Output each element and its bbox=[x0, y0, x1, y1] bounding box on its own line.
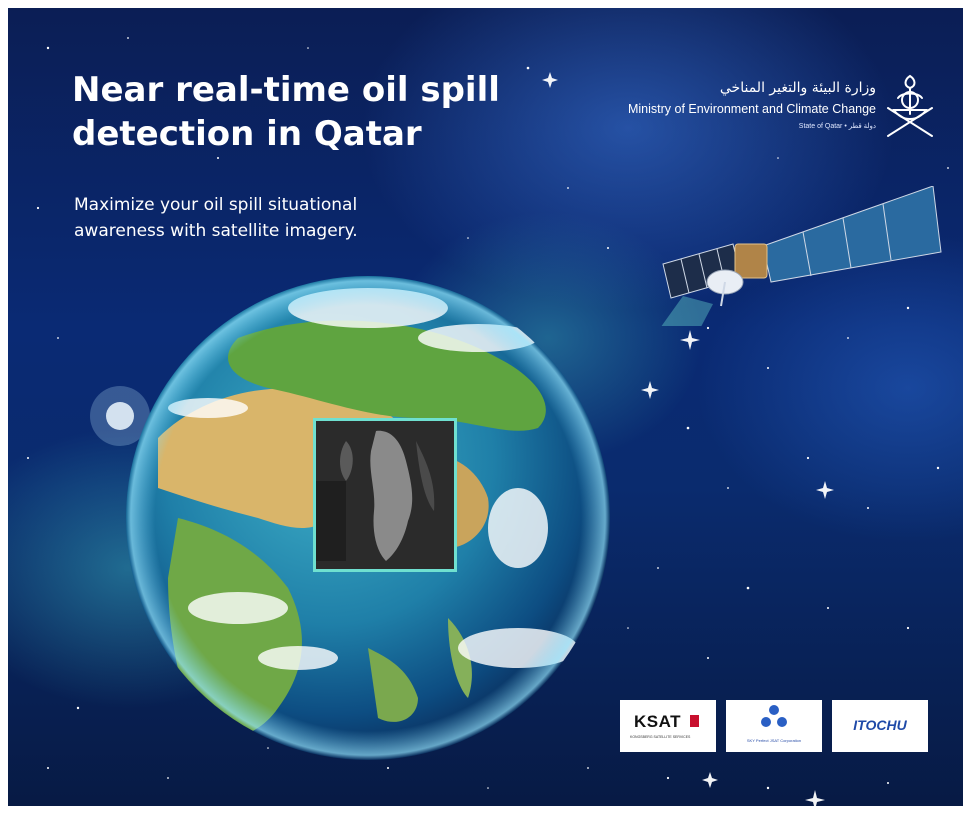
skyperfect-jsat-symbol-icon bbox=[761, 705, 787, 727]
starfield bbox=[27, 37, 949, 806]
qatar-emblem-icon bbox=[887, 74, 933, 137]
ksat-logo: KSAT KONGSBERG SATELLITE SERVICES bbox=[620, 700, 716, 752]
ministry-name-arabic: وزارة البيئة والتغير المناخي bbox=[719, 80, 876, 96]
ksat-subtitle: KONGSBERG SATELLITE SERVICES bbox=[630, 735, 691, 739]
skyperfect-jsat-logo: SKY Perfect JSAT Corporation bbox=[726, 700, 822, 752]
ministry-state-line: State of Qatar • دولة قطر bbox=[798, 123, 876, 130]
tagline: Maximize your oil spill situational awar… bbox=[74, 195, 358, 241]
earth-globe bbox=[126, 276, 610, 760]
satellite bbox=[661, 186, 942, 326]
skyperfect-jsat-subtitle: SKY Perfect JSAT Corporation bbox=[746, 738, 802, 743]
ministry-name-english: Ministry of Environment and Climate Chan… bbox=[627, 102, 876, 116]
poster: Near real-time oil spill detection in Qa… bbox=[8, 8, 963, 806]
ksat-wordmark: KSAT bbox=[634, 712, 682, 731]
ministry-logo: وزارة البيئة والتغير المناخي Ministry of… bbox=[608, 70, 938, 150]
headline: Near real-time oil spill detection in Qa… bbox=[72, 70, 500, 154]
itochu-wordmark: ITOCHU bbox=[853, 717, 907, 733]
ksat-flag-icon bbox=[690, 715, 699, 727]
satellite-image-inset bbox=[313, 418, 457, 572]
itochu-logo: ITOCHU bbox=[832, 700, 928, 752]
qatar-sar-image bbox=[316, 421, 454, 569]
